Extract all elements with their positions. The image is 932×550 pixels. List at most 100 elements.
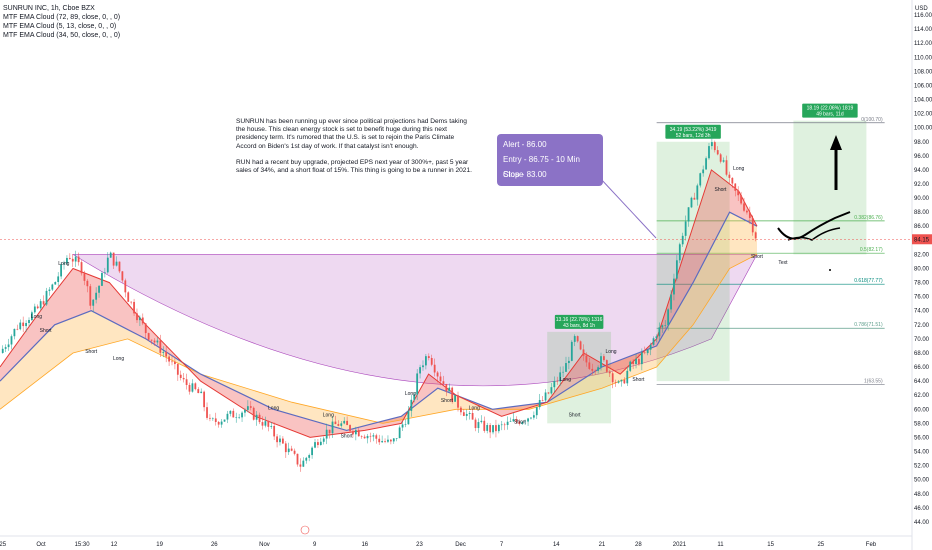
candle-body — [696, 185, 699, 200]
candle-body — [284, 443, 287, 453]
candle-body — [728, 174, 731, 178]
candle-body — [133, 301, 135, 314]
candle-body — [290, 448, 293, 451]
candle-body — [731, 177, 734, 184]
candle-body — [611, 373, 614, 383]
signal-long-0: Long — [58, 261, 69, 267]
range-box-2 — [793, 120, 867, 255]
candle-body — [553, 380, 556, 388]
candle-body — [211, 418, 214, 420]
candle-body — [171, 361, 173, 363]
y-tick-label: 50.00 — [914, 478, 930, 484]
candle-body — [646, 349, 649, 354]
candle-body — [387, 439, 389, 442]
candle-body — [80, 262, 83, 274]
candle-body — [343, 420, 346, 424]
candle-body — [474, 419, 477, 429]
candle-body — [319, 441, 322, 446]
candle-body — [492, 425, 494, 433]
candle-body — [346, 420, 349, 426]
candle-body — [71, 258, 74, 262]
candle-body — [579, 341, 582, 350]
x-tick-label: 2021 — [673, 542, 687, 548]
y-tick-label: 62.00 — [914, 393, 930, 399]
range-box-label-bg-2 — [802, 103, 858, 118]
x-tick-label: 7 — [500, 542, 504, 548]
candle-body — [626, 370, 629, 384]
y-tick-label: 88.00 — [914, 210, 930, 216]
y-tick-label: 116.00 — [914, 13, 932, 19]
y-tick-label: 74.00 — [914, 309, 930, 315]
candle-body — [270, 425, 273, 427]
candle-body — [559, 372, 562, 382]
candle-body — [141, 317, 144, 324]
candle-body — [378, 438, 381, 443]
candle-body — [416, 373, 419, 395]
y-tick-label: 98.00 — [914, 140, 930, 146]
candle-body — [86, 280, 89, 287]
candle-body — [10, 336, 13, 345]
range-box-1 — [656, 141, 730, 382]
candle-body — [722, 160, 725, 162]
fib-label-4: 0.786(71.51) — [854, 322, 883, 328]
x-tick-label: 19 — [156, 542, 163, 548]
candle-body — [74, 256, 77, 262]
y-tick-label: 46.00 — [914, 506, 930, 512]
projection-path — [777, 211, 851, 240]
candle-body — [389, 439, 392, 442]
candle-body — [585, 355, 588, 363]
analysis-note: SUNRUN has been running up ever since po… — [236, 118, 472, 183]
candle-body — [322, 438, 325, 442]
candle-body — [652, 338, 655, 345]
candle-body — [436, 372, 439, 377]
candle-body — [25, 323, 27, 327]
candle-body — [743, 203, 745, 211]
candle-body — [226, 413, 229, 420]
fib-label-0: 0(100.70) — [861, 117, 883, 123]
candle-body — [477, 422, 480, 429]
x-tick-label: 15:30 — [75, 542, 91, 548]
x-tick-label: Dec — [455, 542, 466, 548]
candle-body — [136, 313, 138, 321]
candle-body — [509, 421, 512, 422]
candle-body — [442, 381, 445, 384]
callout-stop: Stop - 83.00 — [503, 170, 547, 179]
candle-body — [454, 395, 456, 402]
callout-entry: Entry - 86.75 - 10 Min Close — [503, 155, 580, 179]
candle-body — [702, 169, 705, 174]
candle-body — [156, 340, 159, 343]
candle-body — [570, 341, 573, 361]
note-paragraph-2: RUN had a recent buy upgrade, projected … — [236, 158, 472, 175]
candle-body — [527, 418, 529, 422]
signal-short-7: Short — [341, 433, 354, 439]
candle-body — [544, 392, 547, 401]
candle-body — [576, 336, 579, 342]
candle-body — [451, 387, 454, 402]
x-tick-label: 26 — [211, 542, 218, 548]
x-tick-label: 25 — [817, 542, 824, 548]
candle-body — [594, 370, 597, 372]
candle-body — [667, 309, 670, 326]
candle-body — [249, 406, 252, 408]
y-tick-label: 106.00 — [914, 83, 932, 89]
candle-body — [430, 357, 433, 365]
candle-body — [562, 371, 564, 373]
signal-long-10: Long — [469, 405, 480, 411]
candle-body — [468, 413, 471, 414]
candle-body — [614, 382, 617, 383]
indicator-ema-5-13: MTF EMA Cloud (5, 13, close, 0, , 0) — [3, 23, 117, 30]
candle-body — [252, 407, 255, 420]
candle-body — [194, 383, 197, 390]
candle-body — [206, 407, 208, 418]
range-box-sublabel-1: 52 bars, 12d 3h — [676, 133, 711, 139]
x-tick-label: 16 — [361, 542, 368, 548]
candle-body — [360, 436, 363, 437]
candle-body — [500, 424, 503, 426]
signal-short-1: Short — [40, 328, 53, 334]
candle-body — [244, 409, 246, 413]
x-tick-label: Oct — [36, 542, 46, 548]
y-tick-label: 96.00 — [914, 154, 930, 160]
candle-body — [582, 349, 585, 356]
candle-body — [337, 424, 340, 426]
